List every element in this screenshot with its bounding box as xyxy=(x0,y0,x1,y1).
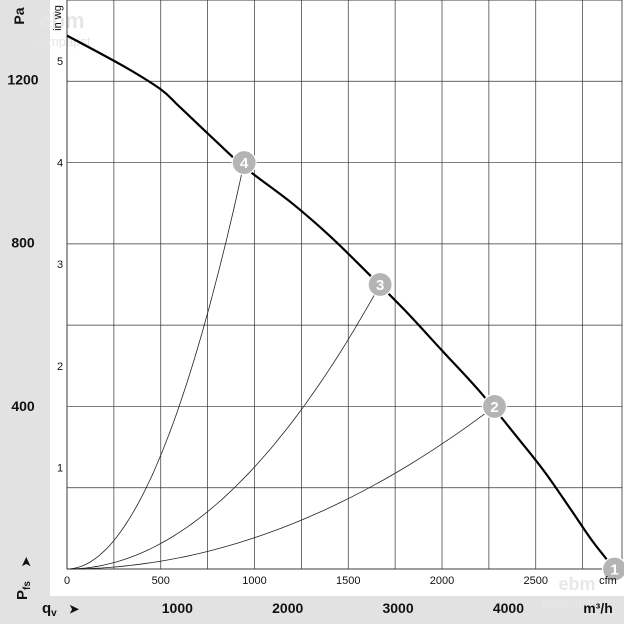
pa-tick-label: 1200 xyxy=(7,72,38,88)
m3h-tick-label: 1000 xyxy=(162,600,193,616)
cfm-tick-label: 2500 xyxy=(524,575,548,587)
cfm-tick-label: 500 xyxy=(152,575,170,587)
operating-point-label: 1 xyxy=(610,562,618,579)
inwg-tick-label: 2 xyxy=(57,361,63,373)
pa-unit-label: Pa xyxy=(11,7,27,24)
system-curve-line xyxy=(66,284,381,570)
inwg-unit-label: in wg xyxy=(52,5,64,31)
operating-point-marker xyxy=(601,556,624,582)
operating-point-markers: 1 2 3 4 xyxy=(231,149,624,582)
system-curve-line xyxy=(66,162,245,570)
operating-point-label: 3 xyxy=(376,277,384,294)
inwg-tick-label: 4 xyxy=(57,158,63,170)
pa-tick-label: 800 xyxy=(11,235,35,251)
operating-point-label: 4 xyxy=(240,155,249,172)
cfm-tick-label: 1500 xyxy=(336,575,360,587)
m3h-tick-label: 2000 xyxy=(272,600,303,616)
inwg-tick-label: 1 xyxy=(57,462,63,474)
watermark-logo: ebmpapst xyxy=(33,34,90,49)
watermark-logo: ebm xyxy=(39,8,84,33)
m3h-tick-label: 4000 xyxy=(493,600,524,616)
fan-curve-line xyxy=(66,34,616,570)
watermark-logo: ebm xyxy=(558,574,595,594)
m3h-tick-label: 3000 xyxy=(382,600,413,616)
pa-tick-label: 400 xyxy=(11,398,35,414)
operating-point-marker xyxy=(367,271,393,298)
chart-grid xyxy=(66,0,623,570)
plot-frame xyxy=(66,0,623,570)
inwg-tick-label: 5 xyxy=(57,56,63,68)
cfm-tick-label: 0 xyxy=(64,575,70,587)
operating-point-marker xyxy=(481,393,508,420)
chart-curves xyxy=(66,34,616,570)
left-axis-panel xyxy=(0,0,50,624)
cfm-unit-label: cfm xyxy=(599,575,617,587)
m3h-unit-label: m³/h xyxy=(583,600,613,616)
cfm-tick-label: 2000 xyxy=(430,575,454,587)
inwg-tick-label: 3 xyxy=(57,259,63,271)
operating-point-label: 2 xyxy=(490,399,498,416)
x-axis-symbol-subscript: v xyxy=(51,608,57,619)
bottom-axis-panel xyxy=(0,596,624,624)
cfm-tick-label: 1000 xyxy=(242,575,266,587)
watermark-logo: ebmpapst xyxy=(542,596,595,610)
operating-point-marker xyxy=(231,149,257,176)
x-axis-arrow-icon: ➤ xyxy=(69,602,80,616)
y-axis-arrow-icon: ➤ xyxy=(19,556,33,567)
y-axis-symbol-subscript: fs xyxy=(22,581,33,590)
system-curve-line xyxy=(66,406,495,570)
